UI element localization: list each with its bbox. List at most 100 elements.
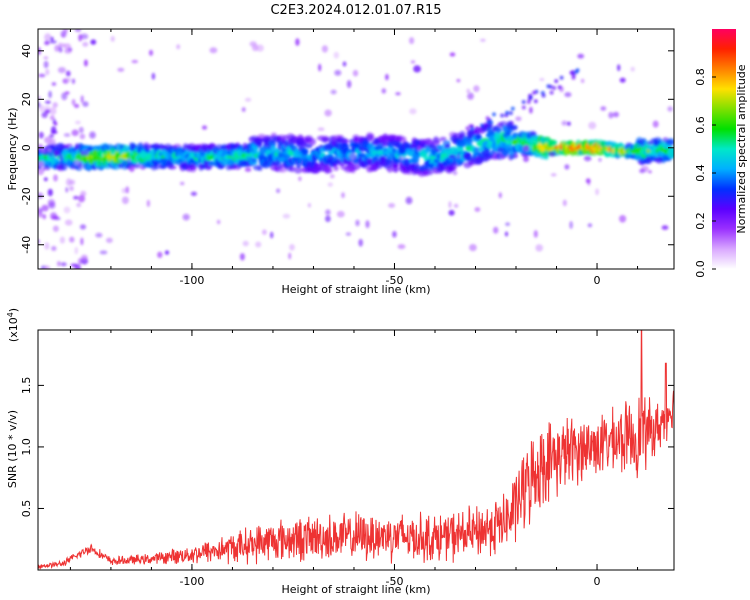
spectrogram-cell [552,139,558,147]
spectrogram-cell [127,156,131,163]
spectrogram-cell [324,109,332,117]
spectrogram-marks [38,29,674,269]
spectrogram-cell [401,136,407,143]
spectrogram-cell [49,115,55,121]
spectrogram-cell [342,142,348,149]
spectrogram-cell [588,121,597,130]
spectrogram-cell [43,60,49,69]
spectrogram-cell [56,261,61,267]
spectrogram-cell [375,143,384,150]
spectrogram-cell [48,90,52,99]
spectrogram-cell [449,52,456,57]
y-tick-label: 1.0 [20,438,33,456]
spectrogram-cell [99,250,108,255]
spectrogram-cell [500,113,505,118]
spectrogram-cell [83,59,88,67]
spectrogram-cell [305,143,313,149]
spectrogram-cell [51,82,57,86]
spectrogram-cell [355,219,360,227]
spectrogram-cell [76,202,82,208]
spectrogram-cell [644,166,650,173]
spectrogram-cell [521,105,526,110]
spectrogram-cell [38,206,41,214]
spectrogram-cell [598,157,602,162]
spectrogram-cell [71,78,76,84]
spectrogram-cell [512,152,519,159]
spectrogram-cell [585,178,591,184]
spectrogram-cell [279,169,287,173]
snr-series-line [38,330,674,570]
spectrogram-cell [436,145,446,151]
spectrogram-cell [180,181,185,186]
spectrogram-cell [51,246,57,251]
spectrogram-cell [74,103,80,108]
spectrogram-cell [346,80,352,89]
spectrogram-cell [395,92,401,96]
spectrogram-cell [48,149,53,158]
spectrogram-cell [523,144,530,152]
spectrogram-cell [74,29,82,32]
spectrogram-cell [532,90,536,95]
spectrogram-cell [449,131,457,138]
spectrogram-cell [455,155,461,159]
spectrogram-cell [559,75,564,80]
snr-y-ticks: 0.5 1.0 1.5 [20,377,674,518]
spectrogram-cell [548,84,553,89]
snr-panel: -100 -50 0 0.5 1.0 1.5 Height of straight li… [6,308,675,596]
spectrogram-cell [244,97,252,102]
spectrogram-cell [452,171,458,175]
spectrogram-cell [342,61,347,67]
spectrogram-cell [535,244,543,252]
spectrogram-cell [485,116,490,121]
spectrogram-cell [44,136,52,144]
spectrogram-cell [569,221,573,229]
spectrogram-cell [77,258,83,265]
spectrogram-cell [78,126,84,134]
spectrogram-cell [251,157,258,163]
x-tick-label: -100 [179,274,204,287]
spectrogram-cell [253,144,259,153]
spectrogram-cell [357,152,366,158]
spectrogram-cell [301,149,309,156]
spectrogram-cell [324,136,330,143]
spectrogram-cell [352,164,361,170]
colorbar-tick-label: 0.6 [694,116,707,134]
y-tick-label: 0.5 [20,500,33,518]
spectrogram-cell [296,157,302,164]
spectrogram-cell [336,210,345,218]
y-tick-label: 1.5 [20,377,33,395]
colorbar-tick-label: 0.2 [694,212,707,230]
spectrogram-cell [47,199,56,207]
spectrogram-cell [38,131,44,139]
spectrogram-cell [318,63,322,72]
spectrogram-cell [53,149,60,157]
spectrogram-cell [182,213,190,221]
spectrogram-cell [146,199,151,207]
spectrogram-cell [329,174,335,179]
spectrogram-cell [469,244,477,252]
x-tick-label: 0 [594,575,601,588]
spectrogram-cell [45,100,51,104]
spectrogram-cell [529,106,533,114]
spectrogram-cell [64,48,72,54]
spectrogram-cell [417,145,422,152]
spectrogram-cell [564,92,572,98]
spectrogram-cell [49,134,54,139]
spectrogram-cell [65,187,69,193]
spectrogram-cell [50,138,56,145]
spectrogram-cell [613,111,619,118]
spectrogram-cell [79,133,86,140]
spectrogram-cell [388,203,396,208]
spectrogram-cell [325,168,333,174]
spectrogram-cell [646,141,654,145]
spectrogram-cell [65,178,72,187]
spectrogram-cell [309,138,316,146]
spectrogram-cell [289,165,295,173]
x-tick-label: 0 [594,274,601,287]
spectrogram-cell [89,131,96,139]
spectrogram-cell [333,165,339,171]
spectrogram-cell [66,70,71,77]
spectrogram-cell [69,236,75,243]
spectrogram-cell [121,196,129,205]
spectrogram-cell [63,79,67,84]
